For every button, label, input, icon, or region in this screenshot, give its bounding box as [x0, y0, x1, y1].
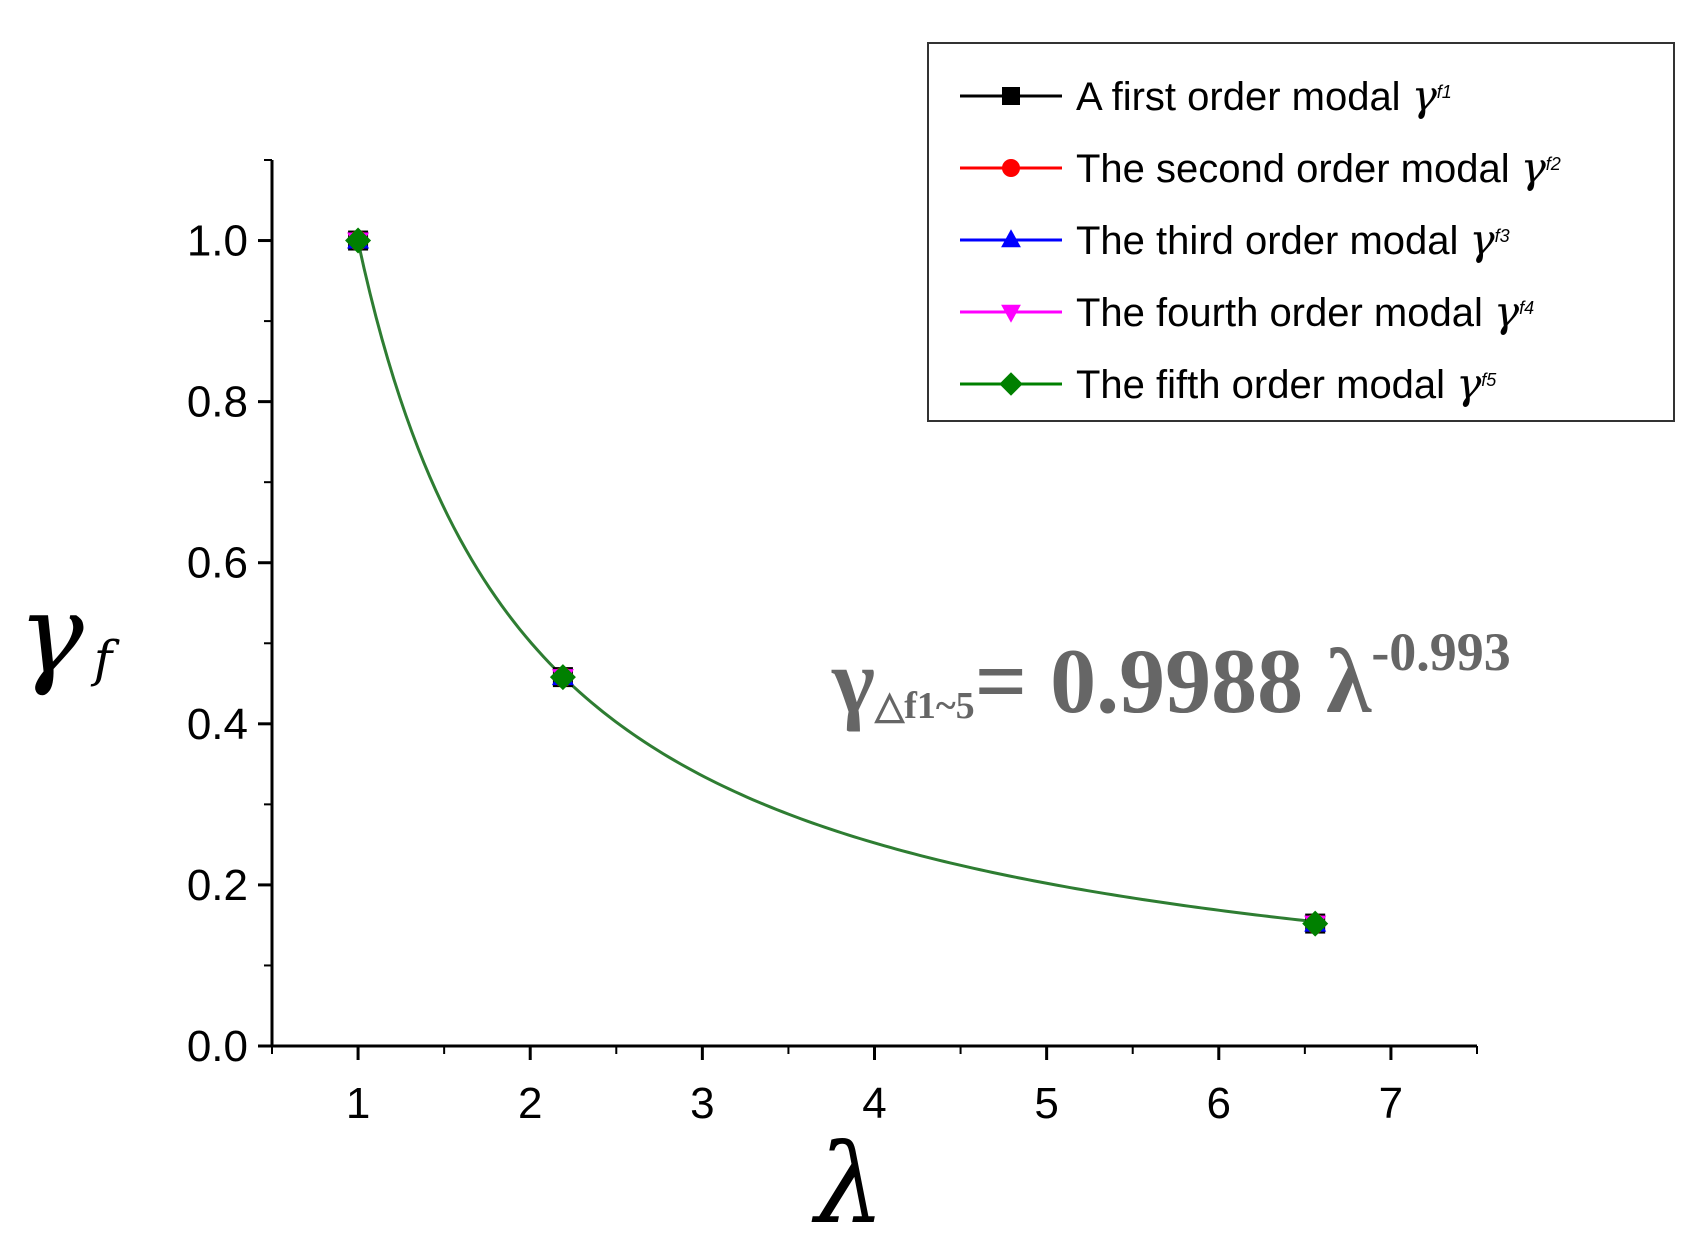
fit-equation: γ△f1~5= 0.9988 λ-0.993	[831, 622, 1511, 732]
legend-marker	[999, 372, 1023, 396]
data-point	[549, 664, 576, 691]
legend-label: A first order modal γf1	[1076, 71, 1452, 120]
y-tick-label: 0.6	[187, 539, 248, 588]
legend-marker	[1002, 159, 1020, 177]
legend-item: The third order modal γf3	[960, 215, 1510, 264]
x-tick-label: 2	[518, 1079, 542, 1128]
x-tick-label: 6	[1207, 1079, 1231, 1128]
data-point	[1302, 910, 1329, 937]
y-tick-label: 1.0	[187, 217, 248, 266]
fit-curve	[356, 241, 1316, 924]
legend-item: The second order modal γf2	[960, 143, 1561, 192]
y-tick-label: 0.8	[187, 378, 248, 427]
data-point	[345, 227, 372, 254]
legend-marker	[1001, 304, 1021, 323]
legend-item: The fifth order modal γf5	[960, 359, 1497, 408]
y-tick-label: 0.0	[187, 1022, 248, 1071]
legend-label: The third order modal γf3	[1076, 215, 1510, 264]
x-tick-label: 4	[862, 1079, 886, 1128]
x-tick-label: 3	[690, 1079, 714, 1128]
legend-item: A first order modal γf1	[960, 71, 1452, 120]
y-tick-label: 0.2	[187, 861, 248, 910]
legend-label: The fifth order modal γf5	[1076, 359, 1497, 408]
x-axis-title: λ	[811, 1120, 885, 1234]
legend-label: The second order modal γf2	[1076, 143, 1561, 192]
x-tick-label: 1	[346, 1079, 370, 1128]
x-tick-label: 7	[1379, 1079, 1403, 1128]
legend: A first order modal γf1 The second order …	[927, 42, 1675, 422]
data-points	[345, 227, 1329, 937]
legend-marker	[1002, 87, 1020, 105]
x-tick-label: 5	[1034, 1079, 1058, 1128]
legend-marker	[1001, 229, 1021, 248]
axes: 0.0 0.2 0.4 0.6 0.8 1.0 1 2 3 4 5 6 7	[187, 159, 1478, 1128]
legend-item: The fourth order modal γf4	[960, 287, 1534, 336]
y-tick-label: 0.4	[187, 700, 248, 749]
legend-label: The fourth order modal γf4	[1076, 287, 1534, 336]
legend-box	[927, 42, 1675, 422]
